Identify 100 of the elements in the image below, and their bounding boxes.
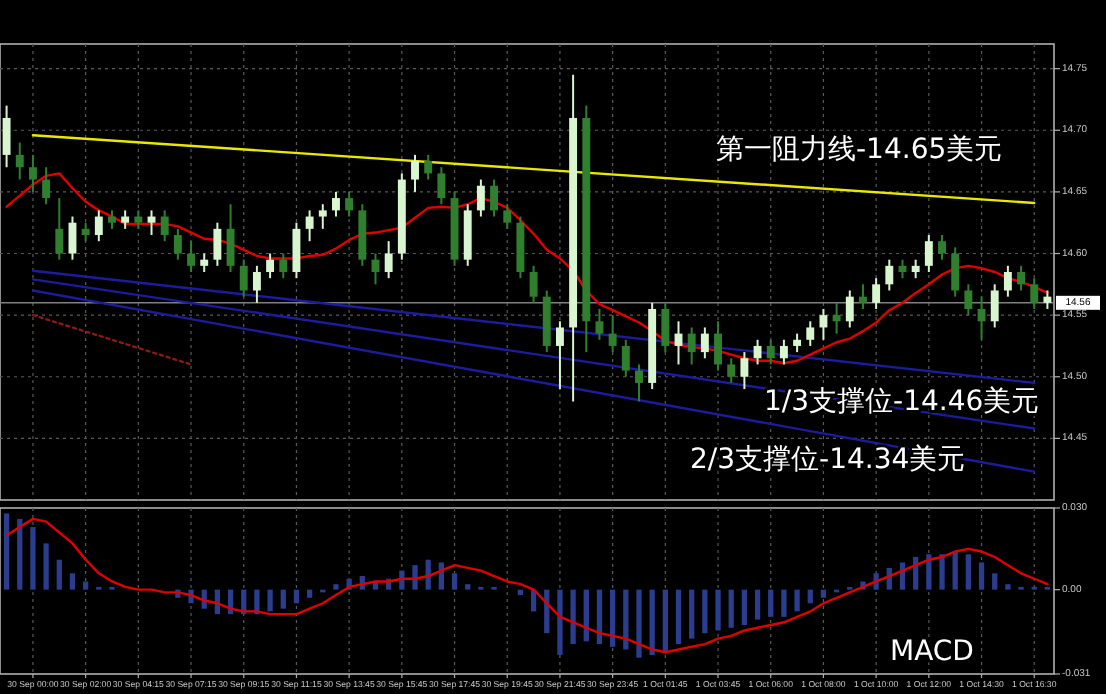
candlestick xyxy=(266,252,275,280)
candlestick xyxy=(305,209,314,243)
candlestick xyxy=(608,314,617,354)
candlestick xyxy=(345,190,354,218)
bar xyxy=(610,589,616,647)
candlestick xyxy=(384,240,393,280)
bar xyxy=(728,589,734,628)
bar xyxy=(333,584,339,590)
candlestick xyxy=(951,246,960,298)
bar xyxy=(689,589,695,639)
candlestick xyxy=(160,209,169,243)
candlestick xyxy=(766,338,775,366)
candlestick xyxy=(859,283,867,310)
bar xyxy=(570,589,576,645)
candlestick xyxy=(964,283,973,317)
candlestick xyxy=(806,320,815,347)
candlestick xyxy=(187,240,195,273)
candlestick xyxy=(727,357,736,384)
bar xyxy=(978,562,985,590)
bar xyxy=(465,584,471,590)
bar xyxy=(768,589,774,617)
candlestick xyxy=(134,209,143,230)
bar xyxy=(662,589,668,653)
candlestick xyxy=(332,190,340,218)
bar xyxy=(83,581,89,590)
candlestick xyxy=(490,178,499,218)
bar xyxy=(69,573,76,590)
candlestick xyxy=(200,252,209,273)
annotation: 第一阻力线-14.65美元 xyxy=(716,134,1003,166)
candlestick xyxy=(832,301,841,335)
candlestick xyxy=(1030,277,1039,310)
bar xyxy=(1005,584,1011,590)
candlestick xyxy=(252,264,261,304)
bar xyxy=(992,573,998,590)
bar xyxy=(939,554,945,590)
candlestick xyxy=(503,203,512,230)
bar xyxy=(794,589,800,612)
candlestick xyxy=(872,277,881,310)
bar xyxy=(293,589,300,604)
bar xyxy=(965,554,971,590)
candlestick xyxy=(279,252,288,280)
candlestick xyxy=(437,166,446,206)
candlestick xyxy=(213,221,222,267)
bar xyxy=(267,589,273,612)
candlestick xyxy=(121,209,130,230)
candlestick xyxy=(661,301,670,354)
candlestick xyxy=(753,338,762,366)
candlestick xyxy=(819,307,828,341)
candlestick xyxy=(28,153,37,193)
bar xyxy=(623,589,629,650)
candlestick xyxy=(81,221,90,243)
bar xyxy=(781,589,787,617)
bar xyxy=(451,573,458,590)
bar xyxy=(17,518,23,590)
bar xyxy=(807,589,813,604)
bar xyxy=(702,589,708,634)
candlestick xyxy=(476,178,485,218)
candlestick xyxy=(714,320,722,372)
bar xyxy=(952,551,958,590)
candlestick xyxy=(42,166,51,206)
bar xyxy=(3,513,10,590)
candlestick xyxy=(635,363,643,403)
bar xyxy=(741,589,748,626)
candlestick xyxy=(687,326,696,366)
bar xyxy=(30,527,36,590)
candlestick xyxy=(15,141,24,181)
candlestick xyxy=(793,332,802,354)
bar xyxy=(649,589,655,655)
bar xyxy=(557,589,563,655)
candlestick xyxy=(885,258,894,292)
bar xyxy=(306,589,313,598)
candlestick xyxy=(990,283,999,329)
bar xyxy=(715,589,721,631)
candlestick xyxy=(700,326,709,360)
bar xyxy=(675,589,682,645)
bar xyxy=(56,559,62,590)
candlestick xyxy=(1003,264,1012,298)
bar xyxy=(636,589,642,658)
candlestick xyxy=(411,153,419,193)
bar xyxy=(280,589,286,609)
candlestick xyxy=(529,264,538,304)
candlestick xyxy=(555,320,564,391)
candlestick xyxy=(740,351,749,391)
candlestick xyxy=(924,234,933,273)
candlestick xyxy=(55,197,64,261)
candlestick xyxy=(173,227,182,261)
bar xyxy=(820,589,827,598)
candlestick xyxy=(292,221,301,280)
candlestick xyxy=(424,153,433,181)
candlestick xyxy=(779,338,788,366)
candlestick xyxy=(1043,289,1052,310)
candlestick xyxy=(595,307,604,341)
candlestick xyxy=(239,258,248,298)
candlestick xyxy=(318,203,327,230)
candlestick xyxy=(94,209,103,243)
bar xyxy=(754,589,761,620)
candlestick xyxy=(845,289,854,329)
candlestick xyxy=(938,234,946,261)
candlestick xyxy=(226,203,235,273)
bar xyxy=(412,565,418,590)
